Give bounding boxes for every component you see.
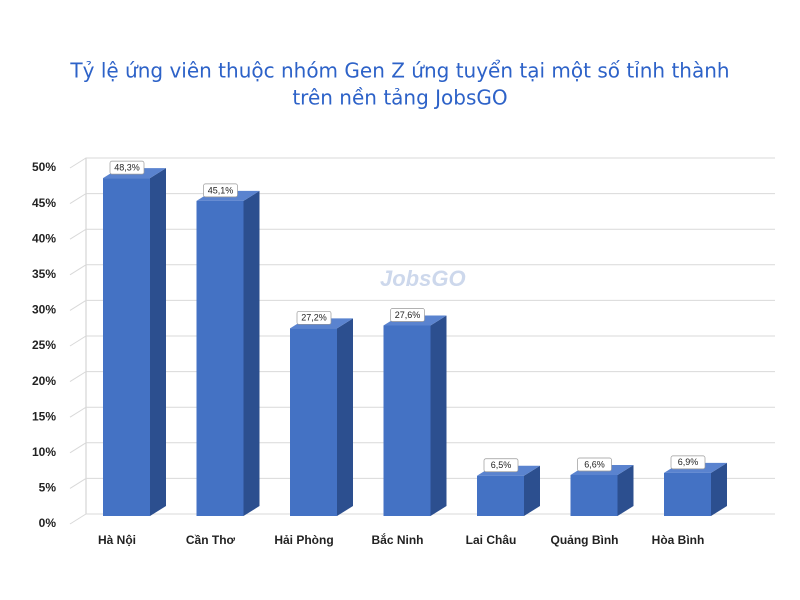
- value-label: 48,3%: [114, 162, 140, 172]
- grid-line: [69, 406, 775, 418]
- bar-side: [524, 465, 540, 516]
- grid-line: [69, 513, 775, 525]
- y-tick-label: 35%: [32, 267, 56, 281]
- y-tick-label: 30%: [32, 303, 56, 317]
- bar: [570, 465, 634, 516]
- bar: [103, 168, 166, 516]
- bar-front: [196, 200, 244, 516]
- bar-front: [103, 178, 150, 516]
- y-tick-label: 50%: [32, 160, 56, 174]
- y-tick-label: 40%: [32, 231, 56, 245]
- y-tick-label: 20%: [32, 374, 56, 388]
- y-tick-label: 0%: [39, 516, 57, 530]
- grid-line: [69, 193, 775, 205]
- x-tick-label: Cần Thơ: [186, 533, 236, 547]
- bar-front: [383, 325, 431, 516]
- y-tick-label: 25%: [32, 338, 56, 352]
- value-label: 27,6%: [395, 310, 421, 320]
- bar-front: [290, 328, 337, 516]
- grid-line: [69, 264, 775, 276]
- value-label-box: [670, 455, 706, 470]
- bar-front: [477, 475, 524, 516]
- bar: [383, 315, 447, 516]
- grid-line: [69, 299, 775, 311]
- grid-line: [69, 371, 775, 383]
- value-label: 45,1%: [208, 185, 234, 195]
- value-label-box: [483, 458, 519, 473]
- grid-line: [69, 157, 775, 169]
- x-tick-label: Bắc Ninh: [371, 532, 423, 547]
- watermark: JobsGO: [380, 266, 466, 291]
- bar-side: [430, 315, 447, 516]
- y-tick-label: 5%: [39, 481, 57, 495]
- bar: [477, 465, 540, 516]
- bar: [290, 318, 353, 516]
- bar-front: [570, 475, 618, 516]
- x-tick-label: Quảng Bình: [551, 533, 619, 547]
- value-label-box: [390, 308, 425, 322]
- value-label-box: [296, 310, 332, 325]
- value-label: 6,6%: [584, 459, 605, 469]
- x-tick-label: Lai Châu: [466, 533, 517, 547]
- chart-title: trên nền tảng JobsGO: [292, 86, 507, 110]
- grid-line: [69, 228, 775, 240]
- bar-side: [150, 168, 166, 516]
- grid-line: [69, 477, 775, 489]
- value-label-box: [109, 160, 145, 175]
- value-label: 27,2%: [301, 313, 327, 323]
- bar-side: [337, 318, 353, 516]
- chart-title: Tỷ lệ ứng viên thuộc nhóm Gen Z ứng tuyể…: [69, 59, 729, 83]
- x-tick-label: Hà Nội: [98, 533, 136, 547]
- bar: [664, 462, 727, 516]
- value-label-box: [203, 183, 238, 198]
- x-tick-label: Hải Phòng: [274, 533, 333, 547]
- bar-side: [243, 190, 260, 516]
- y-tick-label: 45%: [32, 196, 56, 210]
- grid-line: [69, 335, 775, 347]
- value-label-box: [577, 457, 612, 472]
- x-tick-label: Hòa Bình: [652, 533, 705, 547]
- bar-side: [711, 462, 727, 516]
- value-label: 6,9%: [678, 457, 699, 467]
- grid-line: [69, 442, 775, 454]
- y-tick-label: 15%: [32, 409, 56, 423]
- value-label: 6,5%: [491, 460, 512, 470]
- bar-front: [664, 472, 711, 516]
- bar: [196, 190, 260, 516]
- y-tick-label: 10%: [32, 445, 56, 459]
- bar-side: [617, 465, 634, 516]
